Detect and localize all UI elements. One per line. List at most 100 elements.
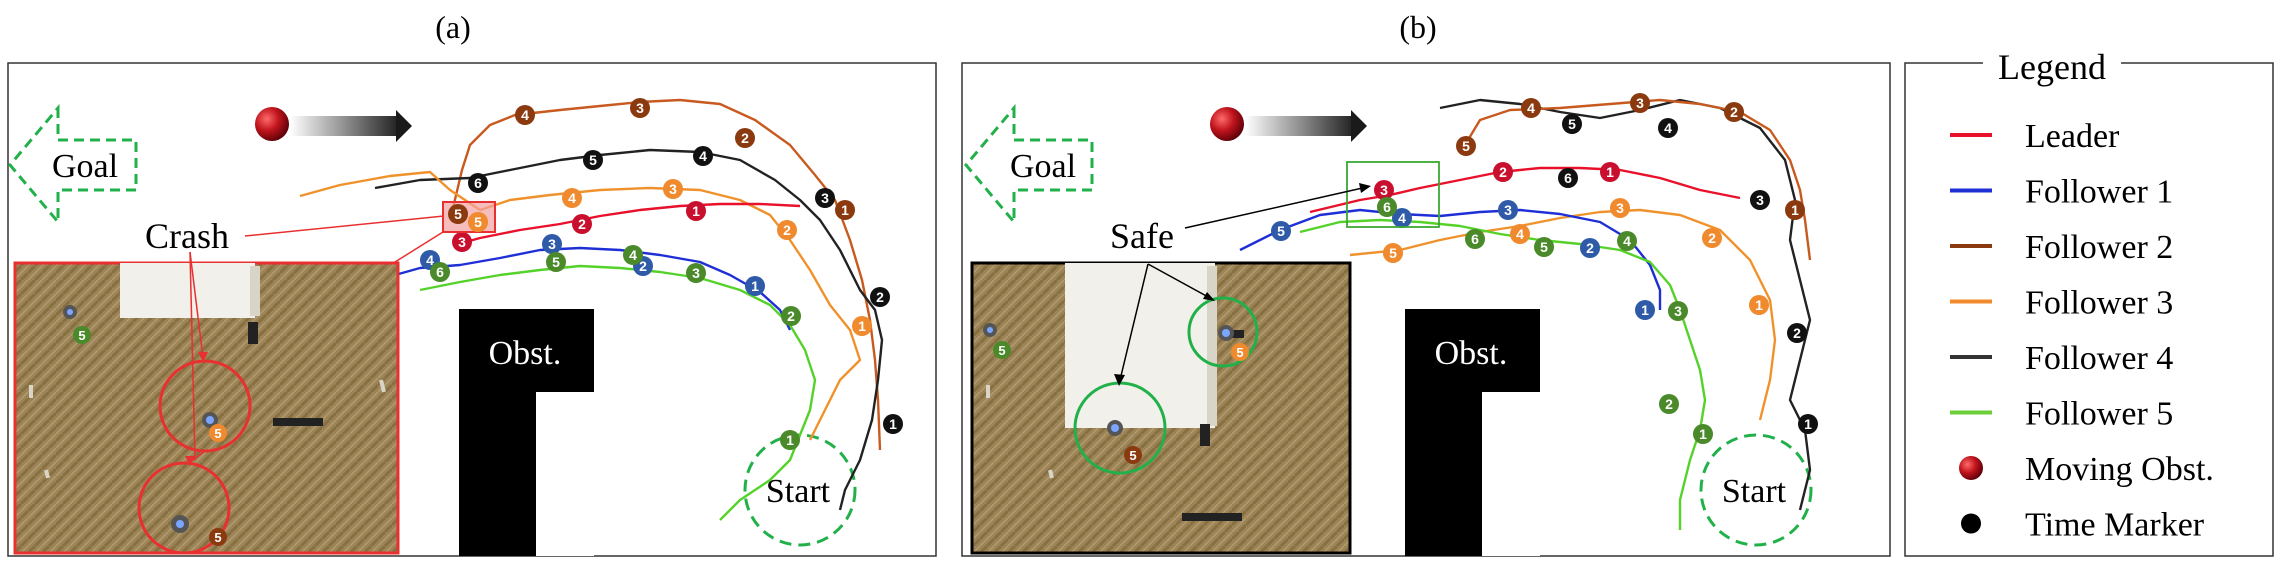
legend-item: Follower 4 bbox=[1950, 340, 2173, 377]
svg-text:1: 1 bbox=[692, 203, 700, 219]
svg-text:1: 1 bbox=[1791, 202, 1799, 218]
time-marker: 4 bbox=[693, 146, 713, 166]
time-marker: 4 bbox=[1521, 98, 1541, 118]
svg-text:5: 5 bbox=[589, 152, 597, 168]
time-marker: 2 bbox=[1787, 323, 1807, 343]
legend-title: Legend bbox=[1998, 47, 2106, 87]
trajectory-follower2 bbox=[451, 98, 882, 451]
time-marker: 5 bbox=[1383, 243, 1403, 263]
crash-connector-line bbox=[394, 231, 444, 263]
time-marker: 1 bbox=[1635, 300, 1655, 320]
svg-text:1: 1 bbox=[1804, 416, 1812, 432]
time-marker: 3 bbox=[1668, 301, 1688, 321]
svg-text:3: 3 bbox=[458, 234, 466, 250]
time-marker: 3 bbox=[1750, 190, 1770, 210]
time-marker: 3 bbox=[452, 232, 472, 252]
svg-text:5: 5 bbox=[1462, 138, 1470, 154]
time-marker: 5 bbox=[1456, 136, 1476, 156]
svg-text:4: 4 bbox=[1516, 226, 1524, 242]
time-marker: 5 bbox=[1562, 114, 1582, 134]
legend-item: Follower 1 bbox=[1950, 174, 2173, 211]
svg-text:5: 5 bbox=[1389, 245, 1397, 261]
start-circle bbox=[1699, 433, 1813, 547]
svg-text:3: 3 bbox=[1756, 192, 1764, 208]
svg-text:3: 3 bbox=[669, 181, 677, 197]
safe-region-box bbox=[1346, 161, 1440, 228]
legend: Legend Leader Follower 1 Follower 2 Followe… bbox=[1904, 47, 2274, 557]
time-marker: 5 bbox=[1271, 221, 1291, 241]
time-markers-a: 4 3 2 1 6 5 4 3 2 1 5 4 3 2 1 3 2 1 4 3 … bbox=[420, 98, 903, 450]
time-marker: 1 bbox=[1749, 295, 1769, 315]
time-marker: 1 bbox=[780, 430, 800, 450]
time-marker: 2 bbox=[1580, 238, 1600, 258]
time-marker: 6 bbox=[430, 262, 450, 282]
time-marker: 2 bbox=[572, 214, 592, 234]
crash-markers: 5 5 bbox=[448, 204, 488, 232]
time-marker: 2 bbox=[735, 128, 755, 148]
obstacle-label: Obst. bbox=[1435, 335, 1508, 372]
time-marker: 3 bbox=[1630, 93, 1650, 113]
svg-text:2: 2 bbox=[787, 308, 795, 324]
time-marker: 1 bbox=[883, 414, 903, 434]
svg-text:4: 4 bbox=[521, 107, 529, 123]
legend-item: Follower 5 bbox=[1950, 396, 2173, 433]
svg-text:2: 2 bbox=[741, 130, 749, 146]
time-marker: 4 bbox=[515, 105, 535, 125]
time-markers-b: 4 3 2 1 5 5 4 6 3 2 1 5 4 3 2 1 3 2 1 5 … bbox=[1271, 93, 1818, 444]
time-marker: 6 bbox=[1377, 197, 1397, 217]
svg-text:3: 3 bbox=[692, 265, 700, 281]
time-marker: 3 bbox=[1374, 180, 1394, 200]
legend-item-label: Moving Obst. bbox=[2025, 451, 2214, 488]
goal-label: Goal bbox=[52, 148, 118, 185]
safe-photo-inset: 5 5 5 bbox=[970, 261, 1352, 555]
photo-marker: 5 bbox=[78, 328, 85, 343]
start-label: Start bbox=[766, 473, 831, 510]
legend-item-label: Time Marker bbox=[2025, 507, 2205, 544]
legend-title-gap bbox=[1983, 50, 2121, 78]
svg-text:3: 3 bbox=[1674, 303, 1682, 319]
svg-text:4: 4 bbox=[629, 247, 637, 263]
time-marker: 3 bbox=[686, 263, 706, 283]
time-marker: 4 bbox=[623, 245, 643, 265]
svg-text:2: 2 bbox=[578, 216, 586, 232]
time-marker: 5 bbox=[1534, 237, 1554, 257]
time-marker: 1 bbox=[1693, 424, 1713, 444]
svg-text:2: 2 bbox=[1499, 164, 1507, 180]
time-marker: 3 bbox=[630, 98, 650, 118]
svg-text:2: 2 bbox=[1730, 104, 1738, 120]
time-marker: 3 bbox=[542, 234, 562, 254]
time-marker: 2 bbox=[1493, 162, 1513, 182]
svg-text:2: 2 bbox=[1586, 240, 1594, 256]
time-marker: 2 bbox=[1702, 228, 1722, 248]
svg-text:6: 6 bbox=[474, 175, 482, 191]
time-marker: 4 bbox=[1510, 224, 1530, 244]
time-marker: 4 bbox=[562, 188, 582, 208]
panel-a-label: (a) bbox=[435, 9, 471, 45]
svg-text:4: 4 bbox=[1664, 120, 1672, 136]
trajectory-follower4 bbox=[1439, 98, 1812, 511]
svg-text:1: 1 bbox=[1699, 426, 1707, 442]
time-marker: 1 bbox=[745, 276, 765, 296]
svg-text:3: 3 bbox=[1636, 95, 1644, 111]
time-marker: 2 bbox=[870, 287, 890, 307]
time-marker: 2 bbox=[1659, 394, 1679, 414]
crash-label: Crash bbox=[145, 216, 229, 256]
svg-text:1: 1 bbox=[1755, 297, 1763, 313]
legend-item-label: Leader bbox=[2025, 118, 2120, 155]
photo-marker: 5 bbox=[998, 343, 1005, 358]
time-marker: 1 bbox=[852, 316, 872, 336]
time-marker: 1 bbox=[1798, 414, 1818, 434]
svg-text:5: 5 bbox=[1277, 223, 1285, 239]
legend-item: Follower 3 bbox=[1950, 285, 2173, 322]
svg-text:4: 4 bbox=[568, 190, 576, 206]
svg-text:5: 5 bbox=[454, 206, 462, 222]
moving-obstacle-icon bbox=[1210, 107, 1367, 142]
svg-text:6: 6 bbox=[1383, 199, 1391, 215]
time-marker: 5 bbox=[583, 150, 603, 170]
crash-callout-line bbox=[244, 215, 445, 237]
svg-text:1: 1 bbox=[841, 202, 849, 218]
time-marker: 1 bbox=[686, 201, 706, 221]
time-marker: 1 bbox=[835, 200, 855, 220]
time-marker: 3 bbox=[815, 188, 835, 208]
